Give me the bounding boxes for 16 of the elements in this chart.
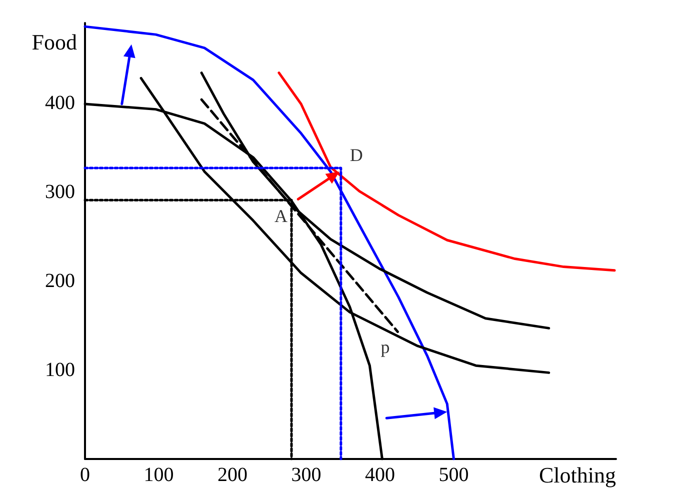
y-axis-title: Food: [32, 30, 77, 54]
x-tick-label: 300: [291, 464, 322, 486]
x-tick-label: 100: [144, 464, 174, 486]
line-series: [84, 25, 455, 460]
x-tick-label: 200: [218, 464, 248, 486]
y-tick-label: 300: [45, 181, 75, 204]
x-axis-title: Clothing: [538, 462, 616, 488]
y-tick-label: 100: [45, 359, 75, 382]
x-tick-label: 0: [80, 464, 90, 486]
x-tick-label: 400: [365, 464, 395, 486]
y-tick-label: 400: [45, 92, 75, 114]
annotation: p: [380, 336, 390, 357]
annotation: D: [350, 145, 363, 166]
annotation: A: [274, 206, 288, 226]
y-tick-label: 200: [45, 270, 75, 292]
x-tick-label: 500: [438, 464, 469, 486]
